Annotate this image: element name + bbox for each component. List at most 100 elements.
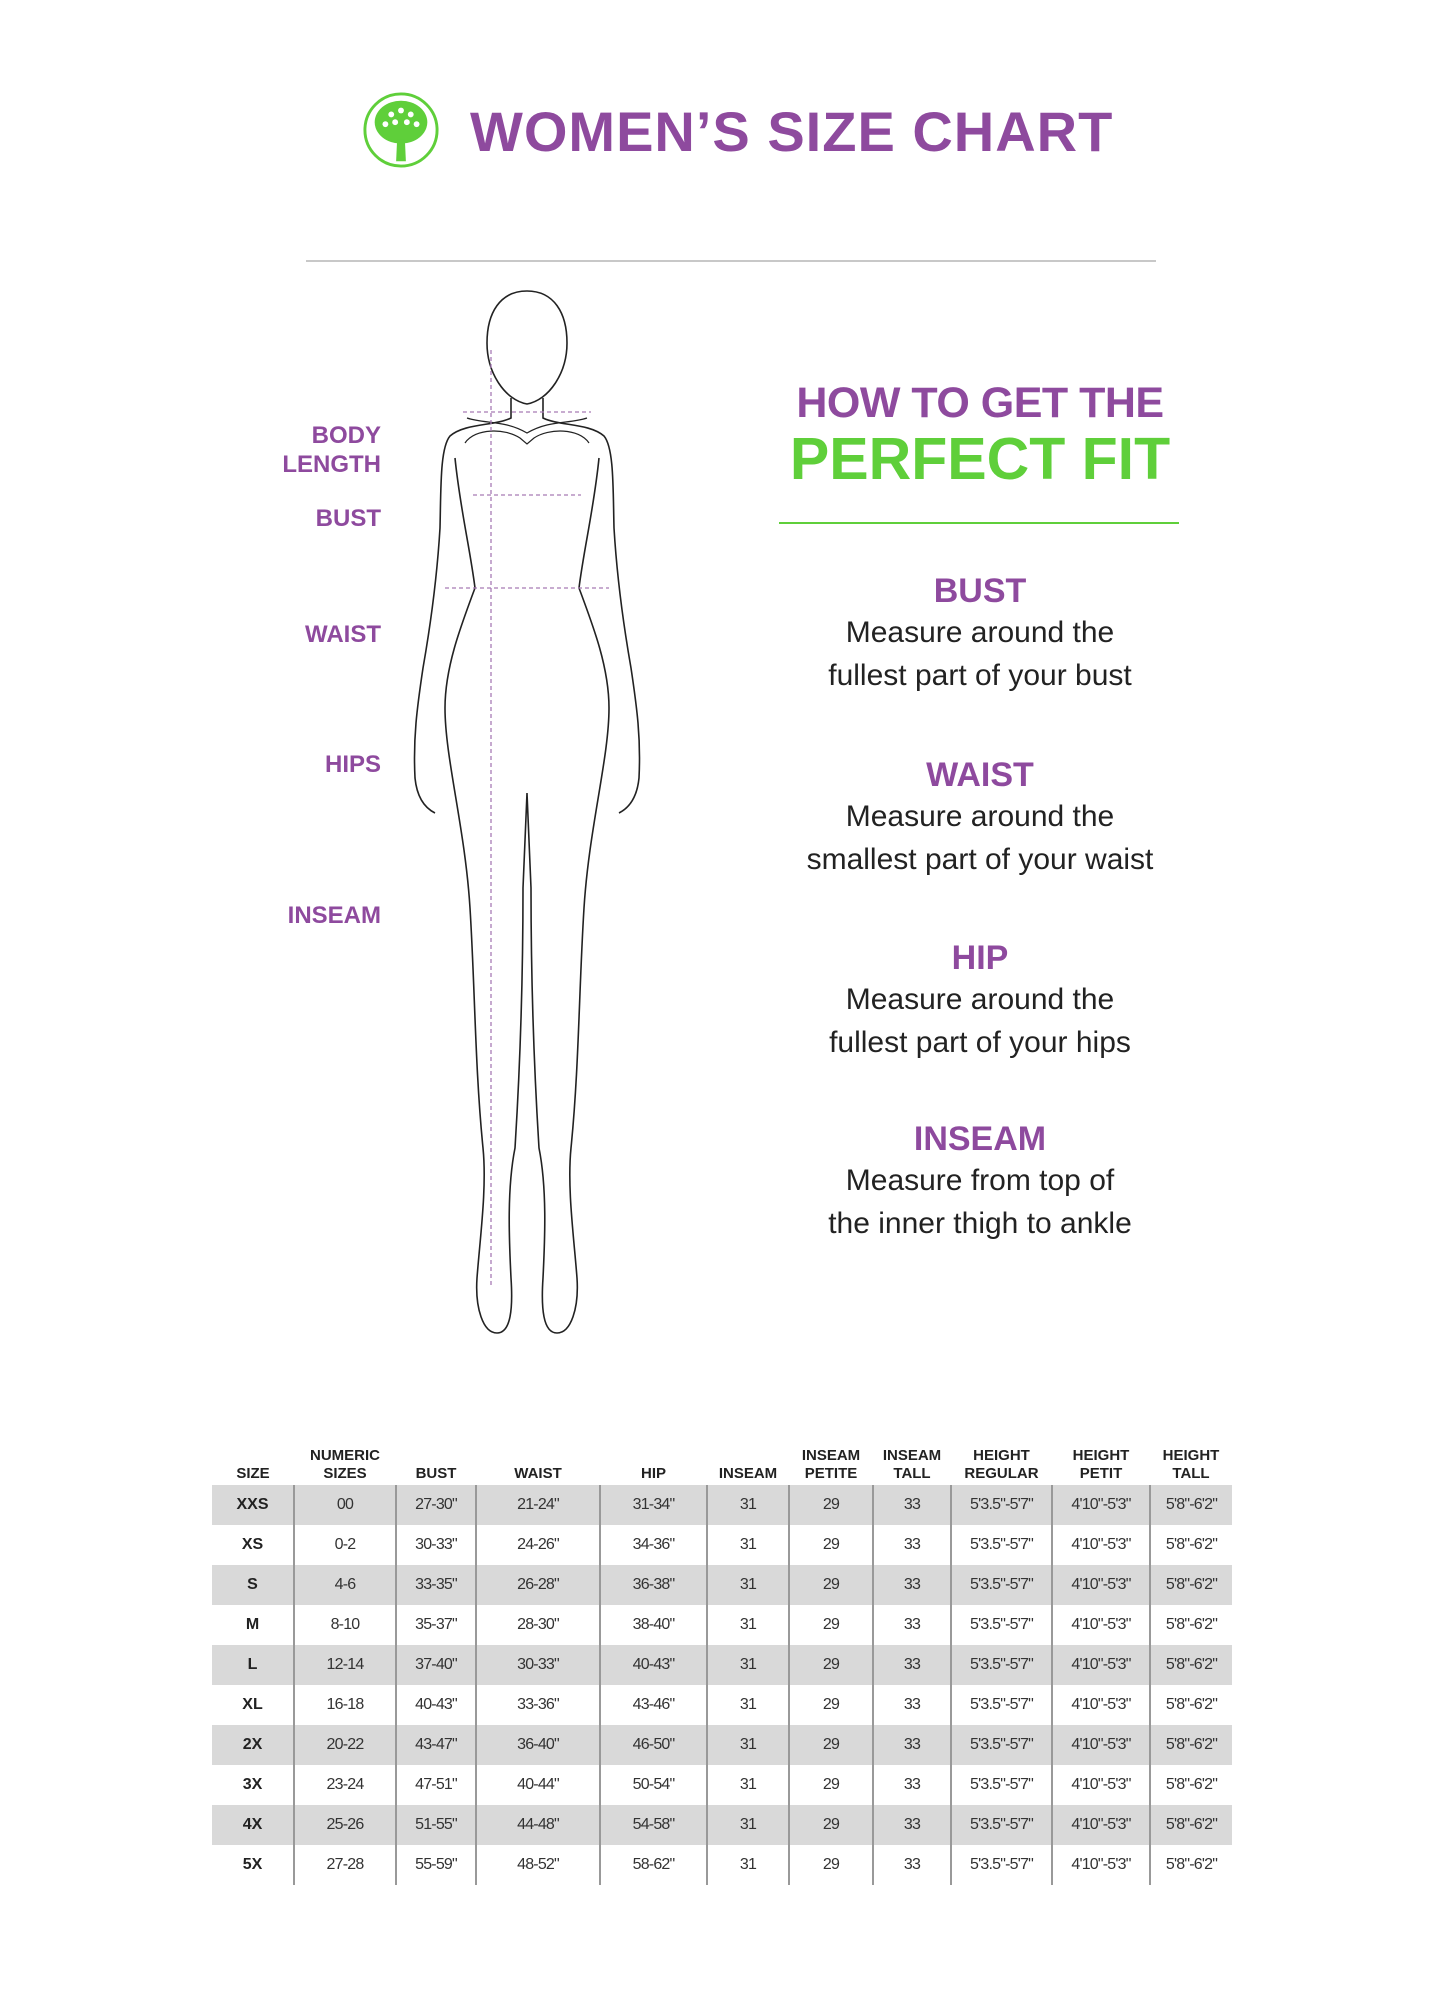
table-cell: 54-58" [599,1805,707,1845]
section-text: Measure from top of [845,1164,1115,1197]
column-header-text: WAIST [514,1465,562,1482]
guide-section-inseam: INSEAM Measure from top of the inner thi… [730,1119,1230,1245]
table-cell: 31 [706,1485,789,1525]
guide-section-hip: HIP Measure around the fullest part of y… [730,938,1230,1064]
column-header: INSEAM TALL [873,1440,951,1485]
table-cell: 4'10"-5'3" [1051,1845,1150,1885]
table-cell: 55-59" [395,1845,476,1885]
guide-divider [779,522,1179,524]
table-cell: 31 [706,1685,789,1725]
table-cell: 8-10 [293,1605,396,1645]
table-cell: 23-24 [293,1765,396,1805]
table-cell: 5'8"-6'2" [1149,1725,1232,1765]
column-header-text: INSEAM [718,1465,778,1482]
table-cell: 31 [706,1765,789,1805]
size-cell: 3X [242,1776,263,1793]
label-bust: BUST [315,505,381,532]
column-header-text: SIZE [236,1465,270,1482]
table-cell: 5'8"-6'2" [1149,1845,1232,1885]
column-header-text: PETIT [1079,1465,1123,1482]
table-cell: 33 [872,1485,951,1525]
size-cell: XS [241,1536,264,1553]
table-cell: 4'10"-5'3" [1051,1525,1150,1565]
table-cell: 5'3.5"-5'7" [950,1525,1052,1565]
table-cell: 33 [872,1685,951,1725]
label-body-length-1: BODY [311,422,381,449]
table-cell: 20-22 [293,1725,396,1765]
table-cell: 50-54" [599,1765,707,1805]
column-header-text: HEIGHT [973,1447,1030,1464]
column-header-text: HIP [640,1465,666,1482]
column-header: HEIGHT REGULAR [951,1440,1052,1485]
table-cell: 33 [872,1645,951,1685]
guide-section-bust: BUST Measure around the fullest part of … [730,571,1230,697]
column-header-text: BUST [415,1465,457,1482]
table-cell: 31-34" [599,1485,707,1525]
table-cell: 5'8"-6'2" [1149,1805,1232,1845]
column-header: INSEAM PETITE [789,1440,873,1485]
table-cell: 5'8"-6'2" [1149,1685,1232,1725]
table-cell: 29 [788,1765,873,1805]
table-cell: 29 [788,1485,873,1525]
column-header: HEIGHT PETIT [1052,1440,1150,1485]
column-header-text: INSEAM [801,1447,861,1464]
column-header-text: SIZES [323,1465,367,1482]
body-figure-illustration [413,290,641,1334]
table-cell: 30-33" [475,1645,600,1685]
section-text: Measure around the [845,616,1115,649]
table-row: 5X 27-28 55-59" 48-52" 58-62" 31 29 33 5'3.5"-5'… [212,1845,1232,1885]
table-cell: 4'10"-5'3" [1051,1645,1150,1685]
table-cell: 24-26" [475,1525,600,1565]
table-cell: 29 [788,1565,873,1605]
table-cell: 27-30" [395,1485,476,1525]
table-cell: 4'10"-5'3" [1051,1725,1150,1765]
table-cell: 36-40" [475,1725,600,1765]
table-cell: 43-47" [395,1725,476,1765]
table-row: L 12-14 37-40" 30-33" 40-43" 31 29 33 5'3.5"-5'7… [212,1645,1232,1685]
top-divider [306,260,1156,262]
guide-section-waist: WAIST Measure around the smallest part o… [730,755,1230,881]
table-cell: 00 [293,1485,396,1525]
label-hips: HIPS [324,751,381,778]
table-cell: 29 [788,1725,873,1765]
table-cell: 5'8"-6'2" [1149,1645,1232,1685]
table-cell: 27-28 [293,1845,396,1885]
table-cell: 37-40" [395,1645,476,1685]
table-cell: 5'8"-6'2" [1149,1765,1232,1805]
table-cell: 40-44" [475,1765,600,1805]
table-cell: 4-6 [293,1565,396,1605]
column-header-text: INSEAM [882,1447,942,1464]
table-cell: 29 [788,1605,873,1645]
table-cell: 38-40" [599,1605,707,1645]
table-row: 4X 25-26 51-55" 44-48" 54-58" 31 29 33 5'3.5"-5'… [212,1805,1232,1845]
table-cell: 4'10"-5'3" [1051,1685,1150,1725]
table-cell: 4'10"-5'3" [1051,1485,1150,1525]
table-cell: 58-62" [599,1845,707,1885]
table-cell: 33 [872,1765,951,1805]
table-row: XXS 00 27-30" 21-24" 31-34" 31 29 33 5'3.5"-5'7"… [212,1485,1232,1525]
column-header-text: REGULAR [964,1465,1039,1482]
table-cell: 31 [706,1565,789,1605]
tree-logo-icon [363,92,439,168]
table-row: 2X 20-22 43-47" 36-40" 46-50" 31 29 33 5'3.5"-5'… [212,1725,1232,1765]
section-text: Measure around the [845,983,1115,1016]
table-cell: 5'3.5"-5'7" [950,1725,1052,1765]
size-cell: L [212,1645,294,1685]
table-cell: 5'3.5"-5'7" [950,1765,1052,1805]
table-cell: 29 [788,1845,873,1885]
table-cell: 5'8"-6'2" [1149,1565,1232,1605]
table-cell: 29 [788,1645,873,1685]
table-cell: 33-36" [475,1685,600,1725]
table-cell: 5'8"-6'2" [1149,1605,1232,1645]
table-cell: 5'3.5"-5'7" [950,1805,1052,1845]
table-cell: 47-51" [395,1765,476,1805]
column-header: HIP [600,1440,707,1485]
column-header: NUMERIC SIZES [294,1440,396,1485]
table-cell: 33 [872,1565,951,1605]
table-cell: 4'10"-5'3" [1051,1605,1150,1645]
section-heading: INSEAM [913,1120,1047,1158]
table-cell: 5'8"-6'2" [1149,1525,1232,1565]
table-cell: 46-50" [599,1725,707,1765]
table-cell: 40-43" [599,1645,707,1685]
table-cell: 5'3.5"-5'7" [950,1605,1052,1645]
